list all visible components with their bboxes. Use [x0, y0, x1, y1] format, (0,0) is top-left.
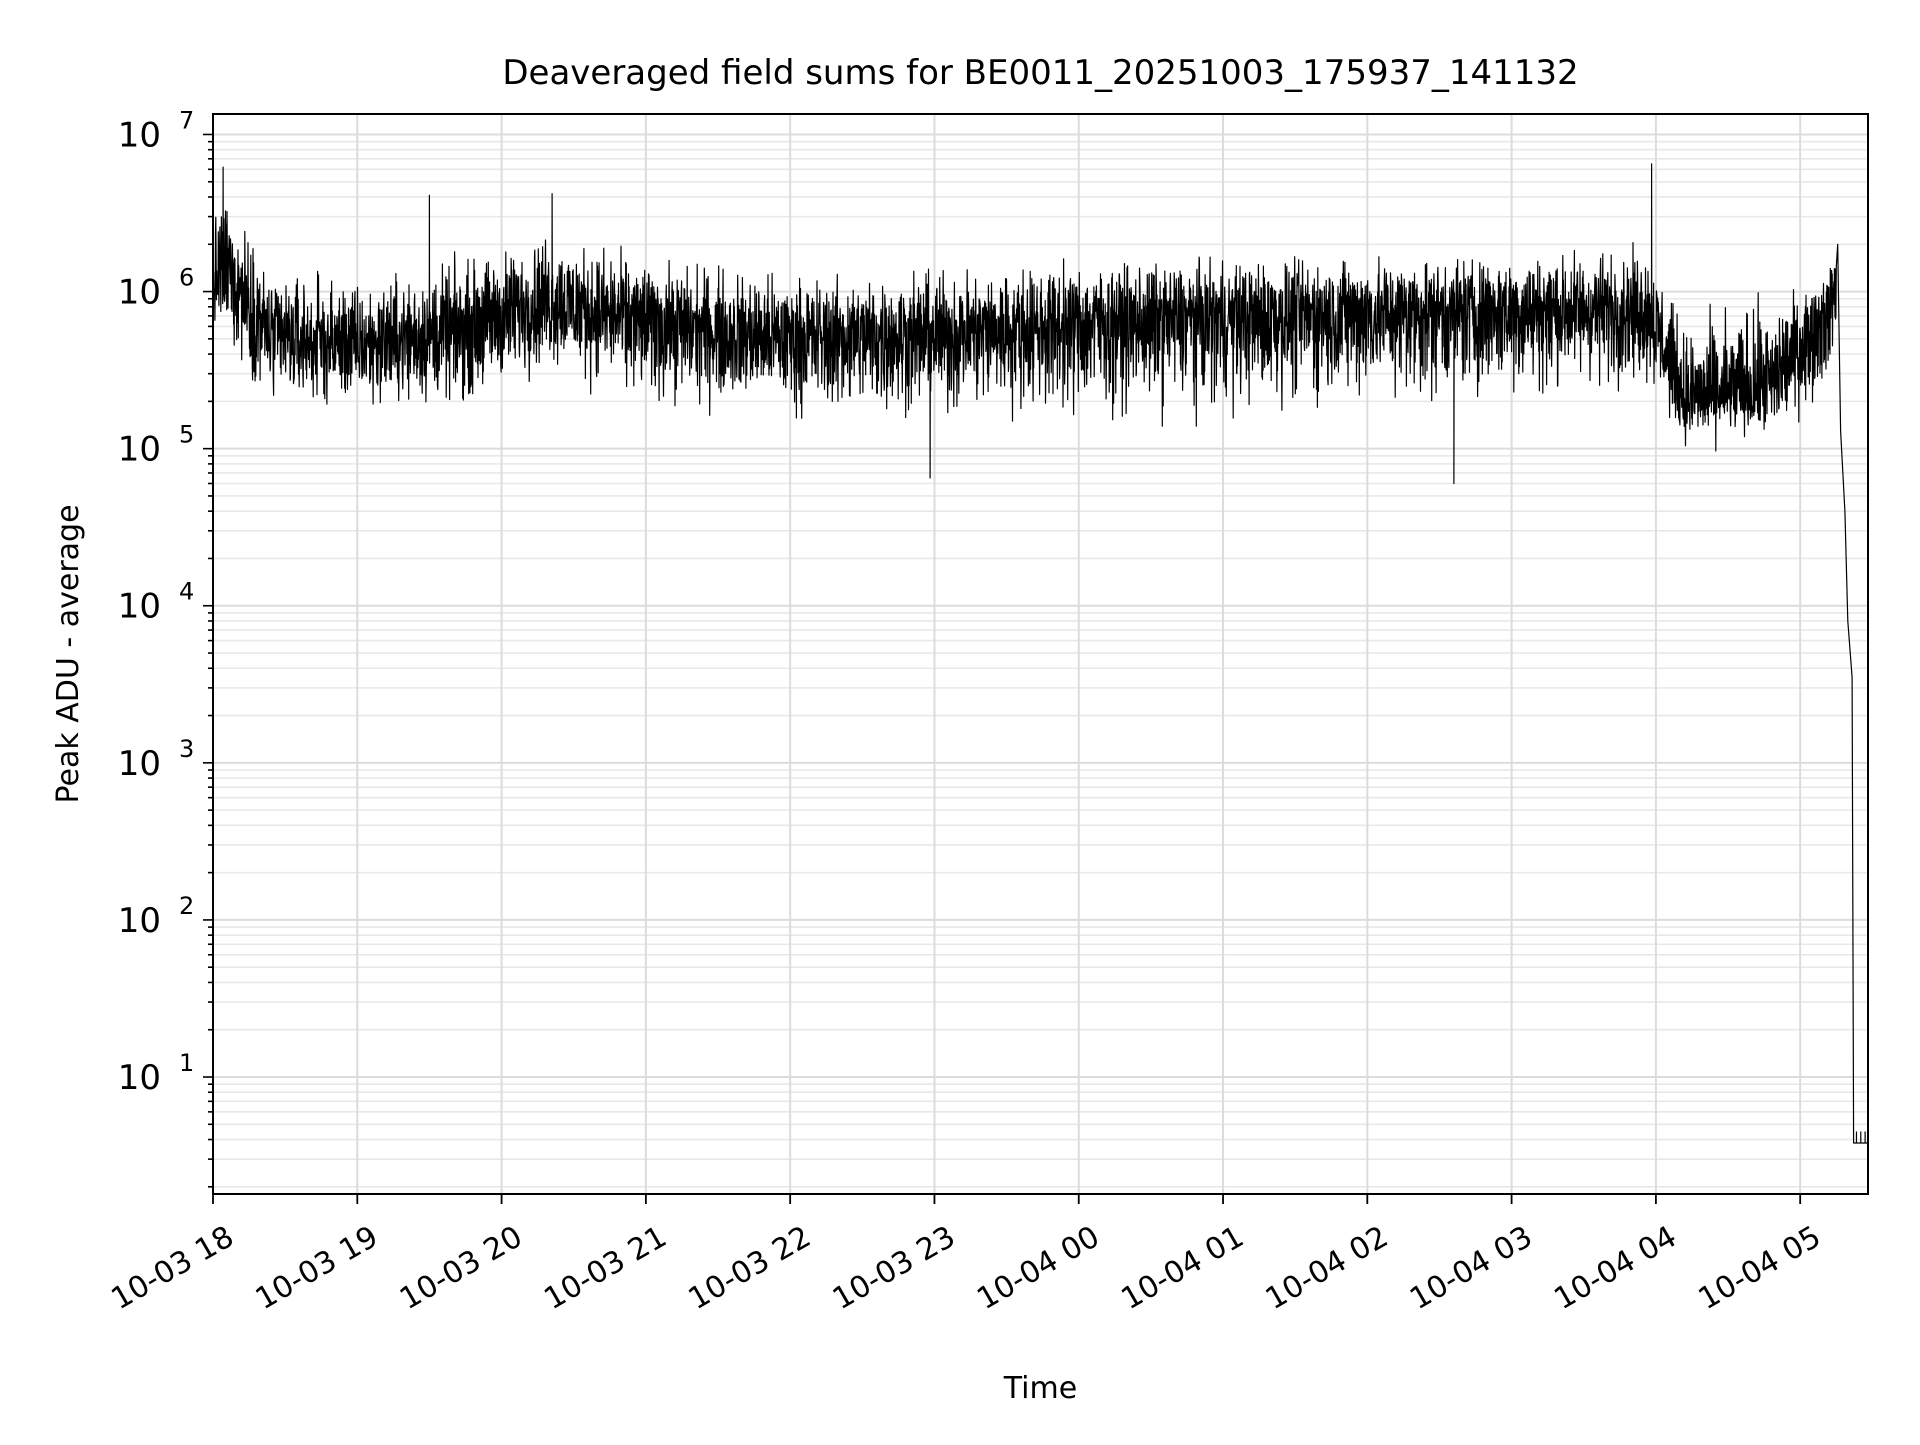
plot-frame	[212, 113, 1869, 1195]
x-tick-label: 10-03 20	[394, 1219, 528, 1317]
x-tick-label: 10-04 03	[1404, 1219, 1538, 1317]
y-tick-label: 10	[118, 115, 161, 155]
y-tick-label: 10	[118, 587, 161, 627]
x-axis-label: Time	[1003, 1371, 1077, 1406]
y-tick-base: 10	[118, 430, 161, 470]
y-tick-exponent: 6	[179, 264, 194, 292]
x-tick-label: 10-03 18	[105, 1219, 239, 1317]
series-line	[212, 163, 1868, 1144]
y-tick-exponent: 3	[179, 735, 194, 763]
y-tick-base: 10	[118, 115, 161, 155]
y-tick-exponent: 7	[179, 106, 194, 134]
grid	[212, 114, 1868, 1194]
x-tick-label: 10-03 21	[538, 1219, 672, 1317]
y-tick-label: 10	[118, 430, 161, 470]
y-tick-base: 10	[118, 1058, 161, 1098]
y-tick-label: 10	[118, 273, 161, 313]
x-tick-label: 10-04 02	[1260, 1219, 1394, 1317]
x-tick-label: 10-03 22	[683, 1219, 817, 1317]
x-tick-label: 10-04 01	[1116, 1219, 1250, 1317]
y-tick-base: 10	[118, 273, 161, 313]
y-tick-exponent: 2	[179, 892, 194, 920]
x-tick-label: 10-03 19	[250, 1219, 384, 1317]
y-tick-base: 10	[118, 901, 161, 941]
y-tick-exponent: 4	[179, 578, 194, 606]
x-tick-label: 10-04 05	[1693, 1219, 1827, 1317]
x-tick-label: 10-04 04	[1548, 1219, 1682, 1317]
y-tick-label: 10	[118, 744, 161, 784]
y-tick-label: 10	[118, 901, 161, 941]
x-tick-label: 10-04 00	[971, 1219, 1105, 1317]
y-tick-label: 10	[118, 1058, 161, 1098]
y-tick-exponent: 5	[179, 421, 194, 449]
axes: 10-03 18 10-03 19 10-03 20 10-03 21 10-03 22…	[105, 106, 1827, 1317]
series-layer	[212, 163, 1868, 1144]
x-tick-label: 10-03 23	[827, 1219, 961, 1317]
y-tick-base: 10	[118, 744, 161, 784]
chart-title: Deaveraged field sums for BE0011_2025100…	[502, 53, 1578, 93]
y-tick-exponent: 1	[179, 1049, 194, 1077]
y-tick-base: 10	[118, 587, 161, 627]
y-axis-label: Peak ADU - average	[51, 504, 86, 803]
